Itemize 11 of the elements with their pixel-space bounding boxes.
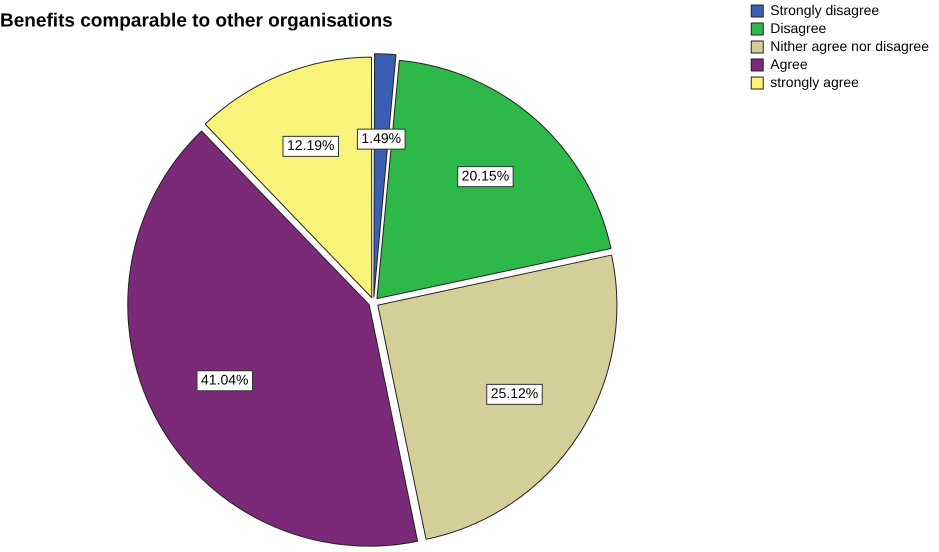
legend-label: Strongly disagree — [770, 2, 880, 18]
legend-label: strongly agree — [770, 74, 860, 90]
data-label: 25.12% — [490, 385, 538, 402]
legend-label: Agree — [770, 56, 808, 72]
legend-label: Nither agree nor disagree — [770, 38, 930, 54]
legend-label: Disagree — [770, 20, 826, 36]
data-label: 12.19% — [287, 137, 334, 154]
data-label: 41.04% — [201, 372, 248, 388]
data-label: 20.15% — [462, 168, 510, 184]
data-label: 1.49% — [361, 130, 402, 146]
chart-title: Benefits comparable to other organisations — [0, 10, 393, 32]
